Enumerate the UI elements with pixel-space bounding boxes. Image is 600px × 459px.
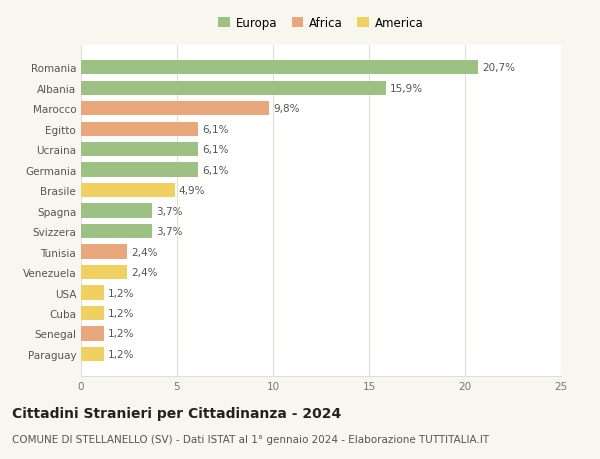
- Bar: [81, 204, 152, 218]
- Text: COMUNE DI STELLANELLO (SV) - Dati ISTAT al 1° gennaio 2024 - Elaborazione TUTTIT: COMUNE DI STELLANELLO (SV) - Dati ISTAT …: [12, 434, 489, 444]
- Text: 6,1%: 6,1%: [202, 124, 229, 134]
- Text: 2,4%: 2,4%: [131, 268, 157, 277]
- Bar: [81, 122, 198, 136]
- Bar: [81, 286, 104, 300]
- Bar: [81, 184, 175, 198]
- Legend: Europa, Africa, America: Europa, Africa, America: [215, 13, 427, 34]
- Text: 1,2%: 1,2%: [108, 329, 134, 339]
- Text: 15,9%: 15,9%: [390, 84, 423, 94]
- Bar: [81, 245, 127, 259]
- Bar: [81, 265, 127, 280]
- Bar: [81, 306, 104, 320]
- Text: 1,2%: 1,2%: [108, 349, 134, 359]
- Bar: [81, 327, 104, 341]
- Text: 6,1%: 6,1%: [202, 165, 229, 175]
- Bar: [81, 347, 104, 361]
- Text: 3,7%: 3,7%: [156, 206, 182, 216]
- Bar: [81, 81, 386, 95]
- Text: 9,8%: 9,8%: [273, 104, 299, 114]
- Text: 4,9%: 4,9%: [179, 186, 205, 196]
- Text: 20,7%: 20,7%: [482, 63, 515, 73]
- Text: 3,7%: 3,7%: [156, 227, 182, 236]
- Text: 1,2%: 1,2%: [108, 308, 134, 319]
- Bar: [81, 61, 478, 75]
- Bar: [81, 143, 198, 157]
- Text: 2,4%: 2,4%: [131, 247, 157, 257]
- Text: 6,1%: 6,1%: [202, 145, 229, 155]
- Bar: [81, 224, 152, 239]
- Text: Cittadini Stranieri per Cittadinanza - 2024: Cittadini Stranieri per Cittadinanza - 2…: [12, 406, 341, 420]
- Bar: [81, 102, 269, 116]
- Text: 1,2%: 1,2%: [108, 288, 134, 298]
- Bar: [81, 163, 198, 178]
